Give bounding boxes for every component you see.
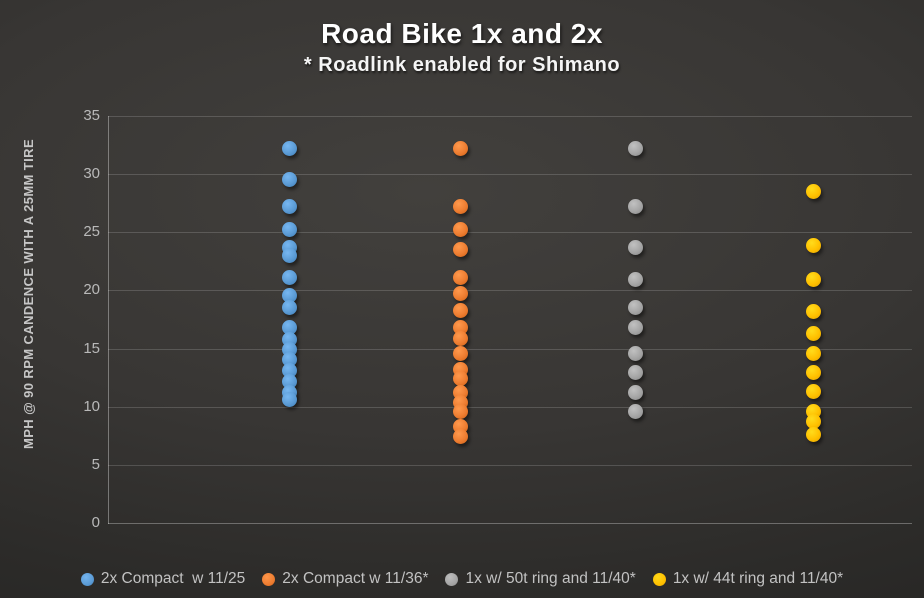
data-point: [805, 325, 821, 341]
data-point: [452, 242, 468, 258]
chart-subtitle: * Roadlink enabled for Shimano: [303, 54, 621, 76]
data-point: [281, 141, 297, 157]
data-point: [452, 222, 468, 238]
data-point: [452, 403, 468, 419]
legend-item-1: 2x Compact w 11/25: [80, 570, 246, 588]
legend-label: 2x Compact w 11/25: [100, 570, 246, 587]
legend-marker-icon: [652, 572, 666, 586]
y-tick-label: 35: [83, 107, 100, 124]
legend-label: 1x w/ 44t ring and 11/40*: [672, 570, 844, 587]
data-point: [805, 303, 821, 319]
data-point: [452, 270, 468, 286]
data-point: [281, 248, 297, 264]
data-point: [805, 184, 821, 200]
data-point: [281, 351, 297, 367]
data-point: [805, 427, 821, 443]
data-point: [452, 302, 468, 318]
legend-marker-icon: [262, 572, 276, 586]
data-point: [805, 414, 821, 430]
data-point: [281, 270, 297, 286]
data-point: [627, 320, 643, 336]
data-point: [281, 287, 297, 303]
data-point: [627, 345, 643, 361]
gridline-y-20: [108, 290, 912, 292]
legend-item-3: 1x w/ 50t ring and 11/40*: [445, 570, 636, 588]
y-tick-label: 10: [83, 397, 100, 415]
legend: 2x Compact w 11/25 2x Compact w 11/36* 1x …: [0, 570, 924, 588]
data-point: [281, 222, 297, 238]
data-point: [452, 429, 468, 445]
data-point: [627, 365, 643, 381]
data-point: [805, 384, 821, 400]
data-point: [627, 300, 643, 316]
y-tick-label: 15: [83, 339, 100, 357]
data-point: [627, 403, 643, 419]
data-point: [281, 392, 297, 408]
y-tick-label: 5: [91, 455, 100, 473]
y-tick-label: 20: [83, 281, 100, 299]
data-point: [281, 172, 297, 188]
data-point: [805, 365, 821, 381]
data-point: [627, 385, 643, 401]
gridline-y-0: [108, 523, 912, 524]
y-axis-title: MPH @ 90 RPM CANDENCE WITH A 25MM TIRE: [21, 138, 36, 450]
data-point: [627, 239, 643, 255]
legend-label: 2x Compact w 11/36*: [282, 570, 429, 587]
y-tick-label: 25: [83, 223, 100, 241]
legend-marker-icon: [80, 572, 94, 586]
data-point: [452, 286, 468, 302]
data-point: [452, 330, 468, 346]
data-point: [452, 371, 468, 387]
gridline-y-15: [108, 348, 912, 350]
data-point: [805, 272, 821, 288]
y-axis-line: [108, 116, 109, 524]
legend-label: 1x w/ 50t ring and 11/40*: [465, 570, 636, 587]
legend-item-4: 1x w/ 44t ring and 11/40*: [652, 570, 844, 588]
gridline-y-35: [108, 116, 912, 117]
legend-marker-icon: [445, 572, 459, 586]
gridline-y-5: [108, 464, 912, 466]
gridline-y-25: [108, 232, 912, 234]
data-point: [805, 237, 821, 253]
data-point: [281, 320, 297, 336]
legend-item-2: 2x Compact w 11/36*: [262, 570, 428, 588]
data-point: [452, 345, 468, 361]
data-point: [281, 373, 297, 389]
data-point: [281, 199, 297, 215]
gridline-y-30: [108, 174, 912, 176]
title-block: Road Bike 1x and 2x * Roadlink enabled f…: [0, 18, 924, 77]
chart-title: Road Bike 1x and 2x: [321, 18, 603, 49]
data-point: [627, 199, 643, 215]
y-tick-label: 0: [91, 514, 100, 531]
data-point: [452, 141, 468, 157]
y-tick-label: 30: [83, 165, 100, 183]
data-point: [627, 141, 643, 157]
data-point: [805, 345, 821, 361]
data-point: [281, 300, 297, 316]
data-point: [627, 272, 643, 288]
data-point: [452, 199, 468, 215]
gridline-y-10: [108, 406, 912, 408]
